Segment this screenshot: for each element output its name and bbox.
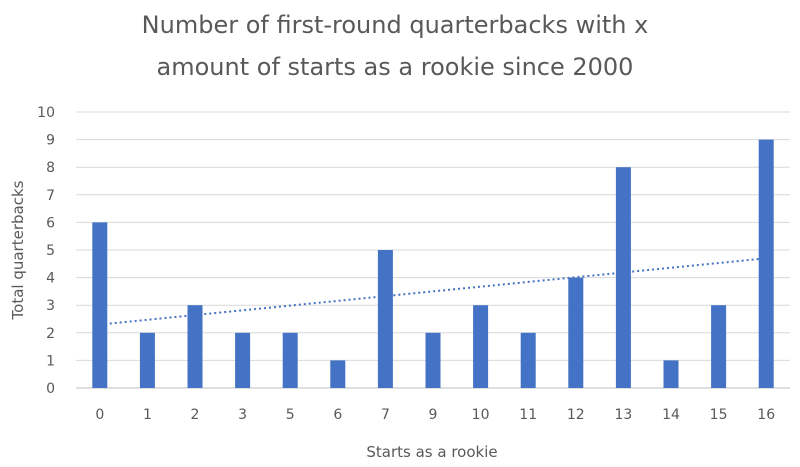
x-axis-label: Starts as a rookie xyxy=(366,443,497,461)
x-tick-label: 9 xyxy=(429,407,438,423)
bar-7 xyxy=(377,250,393,388)
bar-11 xyxy=(520,332,536,388)
y-tick-label: 7 xyxy=(46,188,55,204)
x-tick-label: 5 xyxy=(286,407,295,423)
trendline xyxy=(99,257,767,326)
x-tick-label: 7 xyxy=(381,407,390,423)
x-tick-label: 11 xyxy=(519,407,537,423)
bar-0 xyxy=(92,222,108,388)
bar-2 xyxy=(187,305,203,388)
y-tick-label: 2 xyxy=(46,326,55,342)
trendline-group xyxy=(99,257,767,326)
bar-6 xyxy=(330,360,346,388)
bar-10 xyxy=(473,305,489,388)
y-tick-label: 1 xyxy=(46,353,55,369)
x-tick-label: 0 xyxy=(95,407,104,423)
bar-1 xyxy=(139,332,155,388)
bar-3 xyxy=(235,332,251,388)
bar-5 xyxy=(282,332,298,388)
x-tick-label: 10 xyxy=(472,407,490,423)
x-tick-label: 13 xyxy=(614,407,632,423)
y-tick-label: 8 xyxy=(46,160,55,176)
y-tick-label: 4 xyxy=(46,271,55,287)
bar-14 xyxy=(663,360,679,388)
y-tick-label: 5 xyxy=(46,243,55,259)
x-tick-label: 14 xyxy=(662,407,680,423)
y-axis-label: Total quarterbacks xyxy=(9,180,27,320)
x-tick-label: 2 xyxy=(191,407,200,423)
x-tick-label: 1 xyxy=(143,407,152,423)
chart-title-line-2: amount of starts as a rookie since 2000 xyxy=(157,53,634,81)
x-tick-label: 3 xyxy=(238,407,247,423)
bar-9 xyxy=(425,332,441,388)
chart-title-line-1: Number of first-round quarterbacks with … xyxy=(142,11,649,39)
bars xyxy=(92,139,774,388)
y-tick-label: 0 xyxy=(46,381,55,397)
bar-15 xyxy=(711,305,727,388)
y-axis-ticks: 0 1 2 3 4 5 6 7 8 9 10 xyxy=(37,105,55,397)
bar-13 xyxy=(615,167,631,388)
y-tick-label: 6 xyxy=(46,215,55,231)
x-tick-label: 12 xyxy=(567,407,585,423)
x-tick-label: 15 xyxy=(710,407,728,423)
bar-12 xyxy=(568,277,584,388)
y-tick-label: 9 xyxy=(46,133,55,149)
y-tick-label: 10 xyxy=(37,105,55,121)
x-tick-label: 6 xyxy=(333,407,342,423)
y-tick-label: 3 xyxy=(46,298,55,314)
bar-16 xyxy=(758,139,774,388)
x-tick-label: 16 xyxy=(757,407,775,423)
x-axis-ticks: 0 1 2 3 5 6 7 9 10 11 12 13 14 15 16 xyxy=(95,407,775,423)
